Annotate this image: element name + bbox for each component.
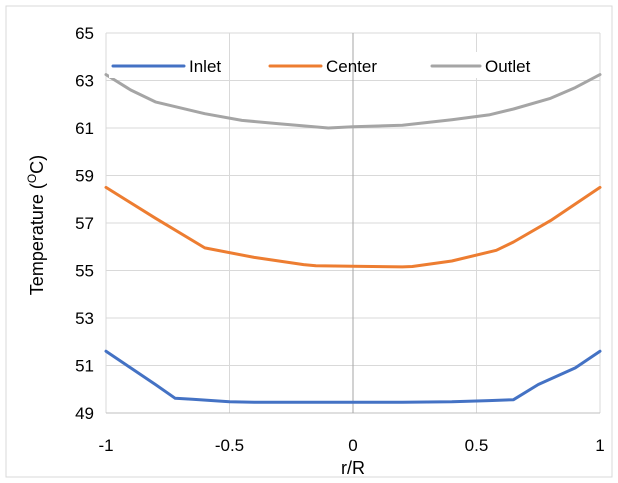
x-tick-label: -0.5 bbox=[215, 436, 244, 455]
y-tick-label: 55 bbox=[75, 262, 94, 281]
y-axis-title-end: C) bbox=[27, 155, 47, 174]
y-tick-label: 65 bbox=[75, 24, 94, 43]
series-line-outlet bbox=[104, 73, 602, 130]
y-tick-label: 53 bbox=[75, 309, 94, 328]
y-tick-label: 59 bbox=[75, 167, 94, 186]
legend-layer: Inlet Center Outlet bbox=[109, 52, 531, 78]
series-layer bbox=[104, 73, 602, 404]
y-tick-label: 49 bbox=[75, 404, 94, 423]
x-tick-label: 1 bbox=[595, 436, 604, 455]
legend-label-inlet: Inlet bbox=[189, 57, 221, 76]
axis-layer: 49 51 53 55 57 59 61 63 65 -1 -0.5 0 0.5 1 bbox=[75, 24, 605, 455]
legend-label-center: Center bbox=[326, 57, 377, 76]
series-line-center bbox=[104, 185, 602, 269]
legend-label-outlet: Outlet bbox=[485, 57, 531, 76]
y-tick-label: 57 bbox=[75, 214, 94, 233]
y-axis-title-main: Temperature ( bbox=[27, 183, 47, 295]
y-tick-label: 63 bbox=[75, 72, 94, 91]
x-axis-title: r/R bbox=[341, 458, 365, 478]
y-axis-title: Temperature (OC) bbox=[25, 155, 47, 295]
y-tick-label: 61 bbox=[75, 119, 94, 138]
x-tick-label: 0.5 bbox=[465, 436, 489, 455]
x-tick-label: 0 bbox=[348, 436, 357, 455]
y-tick-label: 51 bbox=[75, 357, 94, 376]
y-axis-title-superscript: O bbox=[25, 174, 39, 183]
series-line-inlet bbox=[104, 349, 602, 404]
x-tick-label: -1 bbox=[98, 436, 113, 455]
chart-border bbox=[5, 5, 613, 478]
